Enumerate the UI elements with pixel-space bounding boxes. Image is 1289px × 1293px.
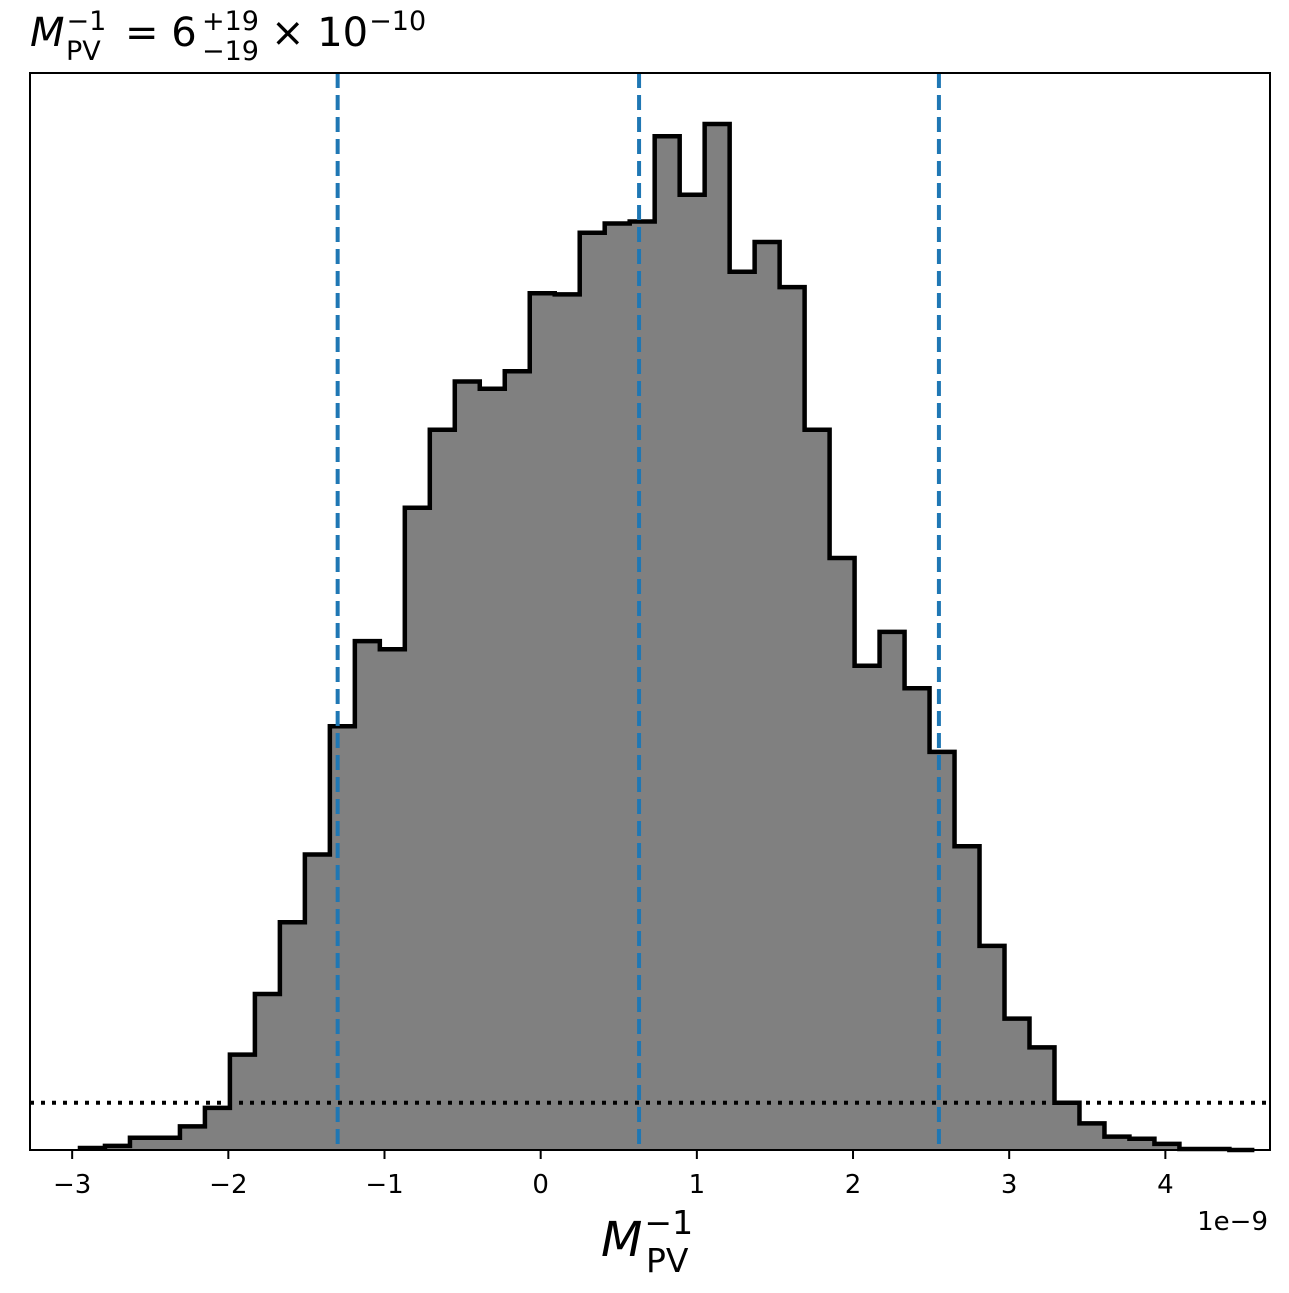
axes-frame xyxy=(29,72,1271,1151)
title-var-sup: −1 xyxy=(67,6,107,37)
title-var-sub: PV xyxy=(66,36,101,67)
x-tick-label: −2 xyxy=(209,1170,247,1200)
x-tick-label: 4 xyxy=(1157,1170,1174,1200)
title-err-minus: −19 xyxy=(202,36,259,67)
histogram-step-outline xyxy=(77,121,1255,1153)
title-err-plus: +19 xyxy=(202,6,259,37)
title-exp: −10 xyxy=(369,6,426,37)
x-tick-label: 0 xyxy=(532,1170,549,1200)
x-tick-label: 1 xyxy=(689,1170,706,1200)
histogram-bars xyxy=(79,124,1255,1150)
x-tick-label: −3 xyxy=(53,1170,91,1200)
plot-area xyxy=(30,73,1270,1153)
x-tick-label: 2 xyxy=(845,1170,862,1200)
x-offset-text: 1e−9 xyxy=(1197,1207,1268,1237)
x-tick-label: 3 xyxy=(1001,1170,1018,1200)
chart-title: M−1 PV = 6 +19 −19 × 10−10 xyxy=(30,6,426,67)
title-equals: = 6 xyxy=(125,10,197,56)
title-times: × 10 xyxy=(271,10,368,56)
xlabel-var: M xyxy=(601,1212,642,1268)
quantile-lines-group xyxy=(335,73,941,1150)
x-tick-label: −1 xyxy=(365,1170,403,1200)
xlabel-var-sup: −1 xyxy=(644,1203,693,1242)
x-axis-ticks: −3 −2 −1 0 1 2 3 4 xyxy=(53,1150,1174,1200)
x-axis-label: M−1 PV xyxy=(601,1203,693,1280)
title-var: M xyxy=(30,10,65,56)
xlabel-var-sub: PV xyxy=(646,1241,689,1280)
